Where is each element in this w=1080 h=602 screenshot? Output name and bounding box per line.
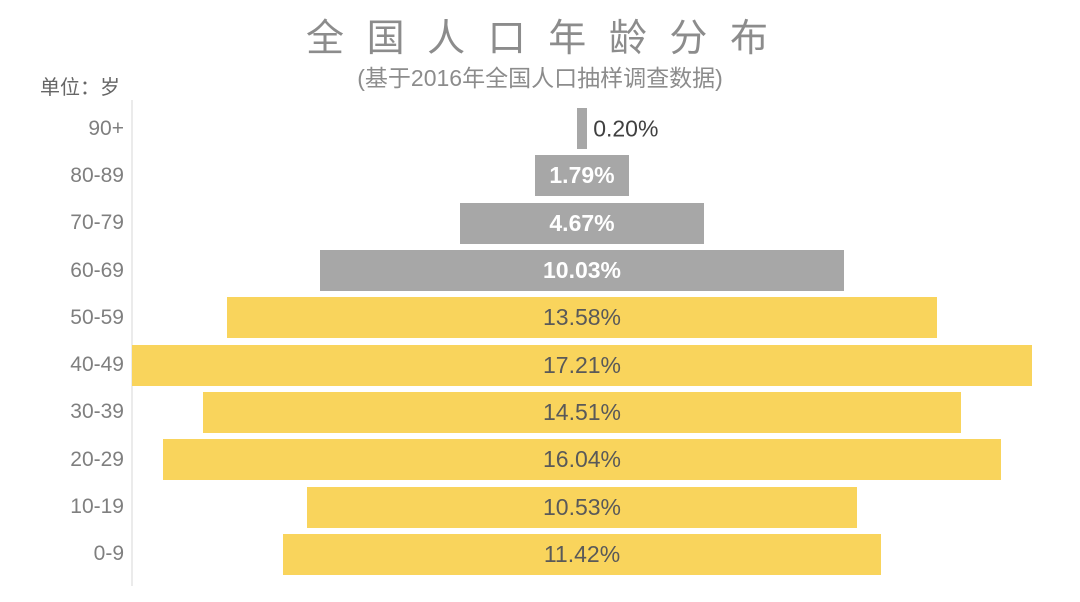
chart-row: 90+ 0.20% <box>0 105 1040 152</box>
chart-row: 70-79 4.67% <box>0 200 1040 247</box>
bar-value-label: 17.21% <box>542 351 621 378</box>
population-age-chart: 90+ 0.20% 80-89 1.79% 70-79 4.67% 60-69 10.03% 5… <box>0 105 1040 578</box>
bar-30-39: 14.51% <box>202 391 962 433</box>
chart-row: 30-39 14.51% <box>0 389 1040 436</box>
bar-60-69: 10.03% <box>319 250 845 292</box>
age-group-label: 80-89 <box>70 163 124 187</box>
age-group-label: 60-69 <box>70 258 124 282</box>
bar-value-label: 11.42% <box>543 540 621 567</box>
bar-area: 1.79% <box>132 152 1032 199</box>
bar-area: 11.42% <box>132 531 1032 578</box>
chart-row: 60-69 10.03% <box>0 247 1040 294</box>
bar-area: 13.58% <box>132 294 1032 341</box>
bar-90+ <box>576 108 588 150</box>
unit-label: 单位：岁 <box>40 77 120 99</box>
bar-70-79: 4.67% <box>459 202 705 244</box>
bar-value-label: 16.04% <box>542 446 621 473</box>
bar-80-89: 1.79% <box>535 155 629 197</box>
age-group-label: 0-9 <box>93 542 124 566</box>
age-group-label: 20-29 <box>70 447 124 471</box>
bar-area: 14.51% <box>132 389 1032 436</box>
chart-row: 10-19 10.53% <box>0 483 1040 530</box>
bar-10-19: 10.53% <box>306 486 858 528</box>
bar-20-29: 16.04% <box>162 439 1002 481</box>
chart-row: 20-29 16.04% <box>0 436 1040 483</box>
bar-value-label: 10.53% <box>542 493 621 520</box>
age-group-label: 50-59 <box>70 305 124 329</box>
age-group-label: 40-49 <box>70 353 124 377</box>
chart-row: 0-9 11.42% <box>0 531 1040 578</box>
age-group-label: 90+ <box>88 116 124 140</box>
age-group-label: 10-19 <box>70 495 124 519</box>
bar-value-label: 4.67% <box>549 209 615 236</box>
chart-row: 80-89 1.79% <box>0 152 1040 199</box>
bar-area: 4.67% <box>132 200 1032 247</box>
chart-row: 40-49 17.21% <box>0 341 1040 388</box>
bar-value-label: 14.51% <box>542 398 621 425</box>
bar-area: 17.21% <box>132 341 1032 388</box>
bar-value-label: 10.03% <box>542 257 621 284</box>
y-axis-line <box>131 100 133 586</box>
bar-value-label: 13.58% <box>542 304 621 331</box>
bar-0-9: 11.42% <box>283 533 881 575</box>
age-group-label: 70-79 <box>70 211 124 235</box>
bar-value-label: 1.79% <box>549 162 615 189</box>
chart-row: 50-59 13.58% <box>0 294 1040 341</box>
age-group-label: 30-39 <box>70 400 124 424</box>
chart-title: 全 国 人 口 年 龄 分 布 <box>306 18 774 60</box>
bar-area: 10.53% <box>132 483 1032 530</box>
bar-area: 0.20% <box>132 105 1032 152</box>
bar-40-49: 17.21% <box>132 344 1032 386</box>
chart-subtitle: (基于2016年全国人口抽样调查数据) <box>357 65 723 91</box>
bar-value-label: 0.20% <box>593 115 659 142</box>
bar-area: 10.03% <box>132 247 1032 294</box>
bar-50-59: 13.58% <box>226 297 938 339</box>
bar-area: 16.04% <box>132 436 1032 483</box>
